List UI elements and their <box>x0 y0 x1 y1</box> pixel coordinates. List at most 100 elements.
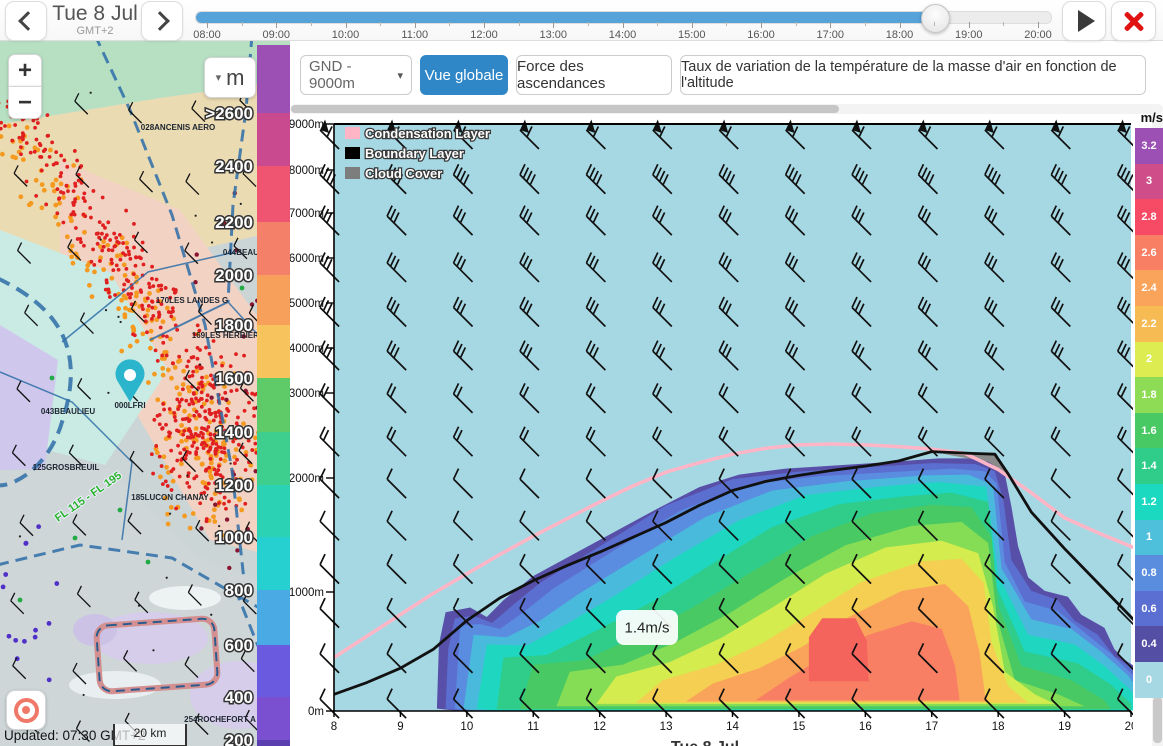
slider-tick <box>345 22 347 28</box>
elevation-label: 1600 <box>215 369 253 388</box>
wind-barb <box>319 126 340 150</box>
slider-minor-tick <box>934 22 936 26</box>
map-region <box>0 325 58 508</box>
cross-section-chart[interactable]: 9000m 8000m 7000m 6000m 5000m 4000m 3000m 2000m… <box>289 115 1138 746</box>
scale-stop-2.8: 2.8 <box>1135 199 1163 235</box>
tab-taux-variation-temperature[interactable]: Taux de variation de la température de l… <box>680 55 1146 95</box>
elevation-label: 800 <box>225 581 253 600</box>
time-slider-fill <box>196 12 934 23</box>
wind-barb <box>585 205 606 236</box>
next-day-button[interactable] <box>141 1 183 41</box>
time-slider-handle[interactable] <box>920 4 950 33</box>
wind-barb <box>718 643 739 674</box>
wind-barb <box>386 382 407 414</box>
wind-barb <box>452 643 474 674</box>
wind-barb <box>1050 252 1071 283</box>
horizontal-scrollbar[interactable] <box>290 104 1163 114</box>
previous-day-button[interactable] <box>5 1 47 41</box>
wind-barb-pennant <box>1051 119 1061 133</box>
wind-barb <box>851 643 872 674</box>
wind-barb <box>585 426 606 457</box>
wind-barb <box>585 643 606 674</box>
slider-time-label: 14:00 <box>608 29 637 41</box>
time-slider-ticks: 08:00 09:00 10:00 11:00 12:00 13:00 14:00 15:00… <box>193 22 1052 41</box>
time-slider[interactable]: 08:00 09:00 10:00 11:00 12:00 13:00 14:00 15:00… <box>193 0 1052 41</box>
wind-barb <box>452 510 474 541</box>
wind-barb-pennant <box>984 119 994 133</box>
wind-barb <box>784 426 806 457</box>
wind-barb <box>984 688 1005 719</box>
map-region <box>73 614 117 646</box>
wind-barb <box>984 205 1005 236</box>
wind-barb <box>585 510 606 541</box>
wind-barb <box>984 163 1005 195</box>
forecast-panel: GND - 9000m ▾ Vue globale Force des asce… <box>289 40 1163 746</box>
wind-barb <box>1050 296 1071 328</box>
wind-barb <box>585 597 606 629</box>
tab-vue-globale[interactable]: Vue globale <box>420 55 508 95</box>
wind-barb <box>386 553 407 585</box>
elevation-segment <box>257 537 290 590</box>
horizontal-scrollbar-thumb[interactable] <box>291 105 839 113</box>
wind-barb <box>386 126 407 150</box>
map-zoom-out-button[interactable]: − <box>8 86 42 119</box>
elevation-label: 2000 <box>215 266 253 285</box>
elevation-label: 200 <box>225 731 253 746</box>
x-tick-label: 18 <box>992 721 1005 733</box>
top-toolbar: Tue 8 Jul GMT+2 08:00 09:00 10:00 11:00 12:0… <box>0 0 1163 41</box>
elevation-segment <box>257 378 290 432</box>
scale-stop-2.2: 2.2 <box>1135 305 1163 342</box>
wind-barb <box>585 340 606 371</box>
updated-timestamp: Updated: 07:30 GMT+2 <box>4 728 146 743</box>
x-tick-label: 10 <box>460 721 473 733</box>
wind-barb <box>1050 126 1071 150</box>
wind-barb <box>784 688 806 719</box>
locate-icon <box>13 697 39 723</box>
x-tick-label: 15 <box>793 721 806 733</box>
slider-time-label: 10:00 <box>331 29 360 41</box>
elevation-segment <box>257 645 290 697</box>
wind-barb <box>851 382 872 414</box>
vertical-scrollbar-thumb[interactable] <box>1153 697 1162 743</box>
condensation-layer-line <box>334 442 1135 660</box>
map-zoom-in-button[interactable]: + <box>8 54 42 87</box>
wind-barb <box>386 426 407 457</box>
wind-barb <box>984 296 1005 328</box>
wind-barb <box>386 296 407 328</box>
close-button[interactable] <box>1111 1 1156 41</box>
wind-barb <box>851 553 872 585</box>
slider-tick <box>553 22 555 28</box>
slider-tick <box>484 22 485 28</box>
wind-barb <box>984 510 1005 541</box>
play-animation-button[interactable] <box>1062 1 1106 41</box>
wind-barb-pennant <box>320 119 330 133</box>
time-slider-track[interactable] <box>195 4 1052 33</box>
altitude-range-select[interactable]: GND - 9000m ▾ <box>300 55 412 95</box>
map-unit-selector-button[interactable]: ▾ m <box>204 57 256 98</box>
x-tick-label: 12 <box>593 721 606 733</box>
y-tick-label: 8000m <box>290 165 324 177</box>
wind-barb <box>519 643 540 674</box>
wind-barb-pennant <box>453 119 463 133</box>
slider-tick <box>207 22 208 28</box>
map-place-label: 169LES HERBIERS <box>192 331 265 340</box>
location-pin[interactable] <box>115 359 145 402</box>
airspace-boundary <box>0 543 260 647</box>
elevation-segment <box>257 740 290 746</box>
wind-barb <box>585 126 606 150</box>
wind-barb-pennant <box>519 119 529 133</box>
slider-minor-tick <box>310 22 312 26</box>
wind-barb <box>519 553 540 585</box>
wind-barb <box>452 597 474 629</box>
wind-barb <box>984 252 1005 283</box>
locate-me-button[interactable] <box>6 690 46 730</box>
wind-barb <box>851 340 872 371</box>
tab-force-ascendances[interactable]: Force des ascendances <box>516 55 672 95</box>
wind-barb <box>1116 205 1138 236</box>
wind-barb <box>851 126 872 150</box>
thermal-cross-section[interactable]: 9000m 8000m 7000m 6000m 5000m 4000m 3000m 2000m… <box>289 115 1138 746</box>
wind-barb <box>652 340 673 371</box>
wind-barb <box>386 468 407 499</box>
y-tick-label: 9000m <box>290 119 324 131</box>
